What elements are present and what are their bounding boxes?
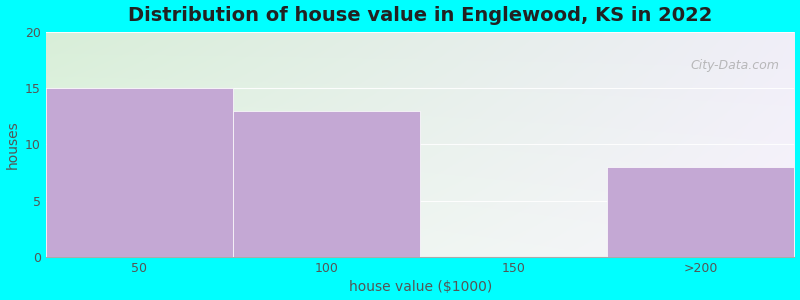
Title: Distribution of house value in Englewood, KS in 2022: Distribution of house value in Englewood…	[128, 6, 712, 25]
Y-axis label: houses: houses	[6, 120, 19, 169]
Text: City-Data.com: City-Data.com	[690, 59, 779, 72]
Bar	[233, 110, 420, 257]
X-axis label: house value ($1000): house value ($1000)	[349, 280, 492, 294]
Bar	[607, 167, 794, 257]
Bar	[46, 88, 233, 257]
